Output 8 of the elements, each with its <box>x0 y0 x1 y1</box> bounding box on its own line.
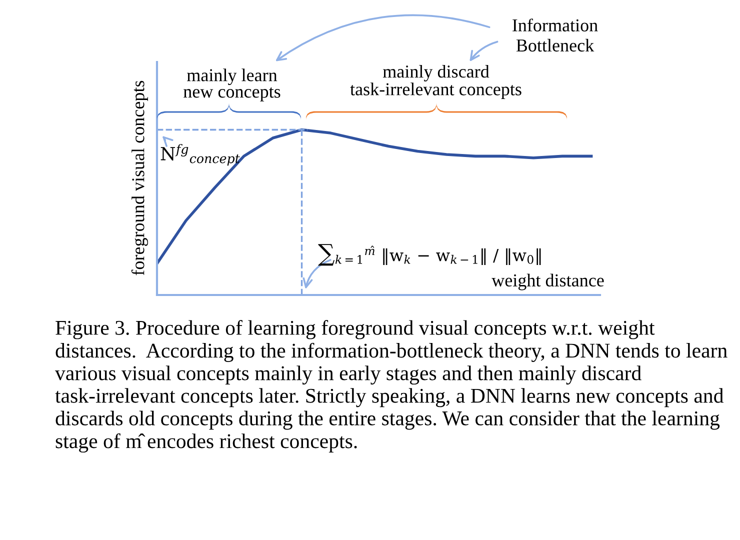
text: Information Bottleneck <box>512 18 598 52</box>
annotation: N$^{fg}$$_{concept}$ <box>160 144 240 166</box>
text: mainly learn new concepts <box>184 68 280 102</box>
caption: Figure 3. Procedure of learning foreground visual concepts w.r.t. weight distances. According to the information-bottleneck theory, a DNN tends to learn various visual concepts mainly in early stages and then mainly discard task-irrelevant concepts later. Strictly speaking, a DNN learns new concepts and discards old concepts during the entire stages. We can consider that the learning stage of m̂ encodes richest concepts. <box>55 320 728 453</box>
x-axis-title: weight distance <box>492 274 604 290</box>
text: ∑$_{k=1}$$^{m̂}$ ‖w$_{k}$ − w$_{k−1}$‖ / ‖w$_{0}$‖ <box>318 244 541 266</box>
y-axis-title: foreground visual concepts <box>131 80 148 276</box>
text: mainly discard task-irrelevant concepts <box>350 64 522 100</box>
